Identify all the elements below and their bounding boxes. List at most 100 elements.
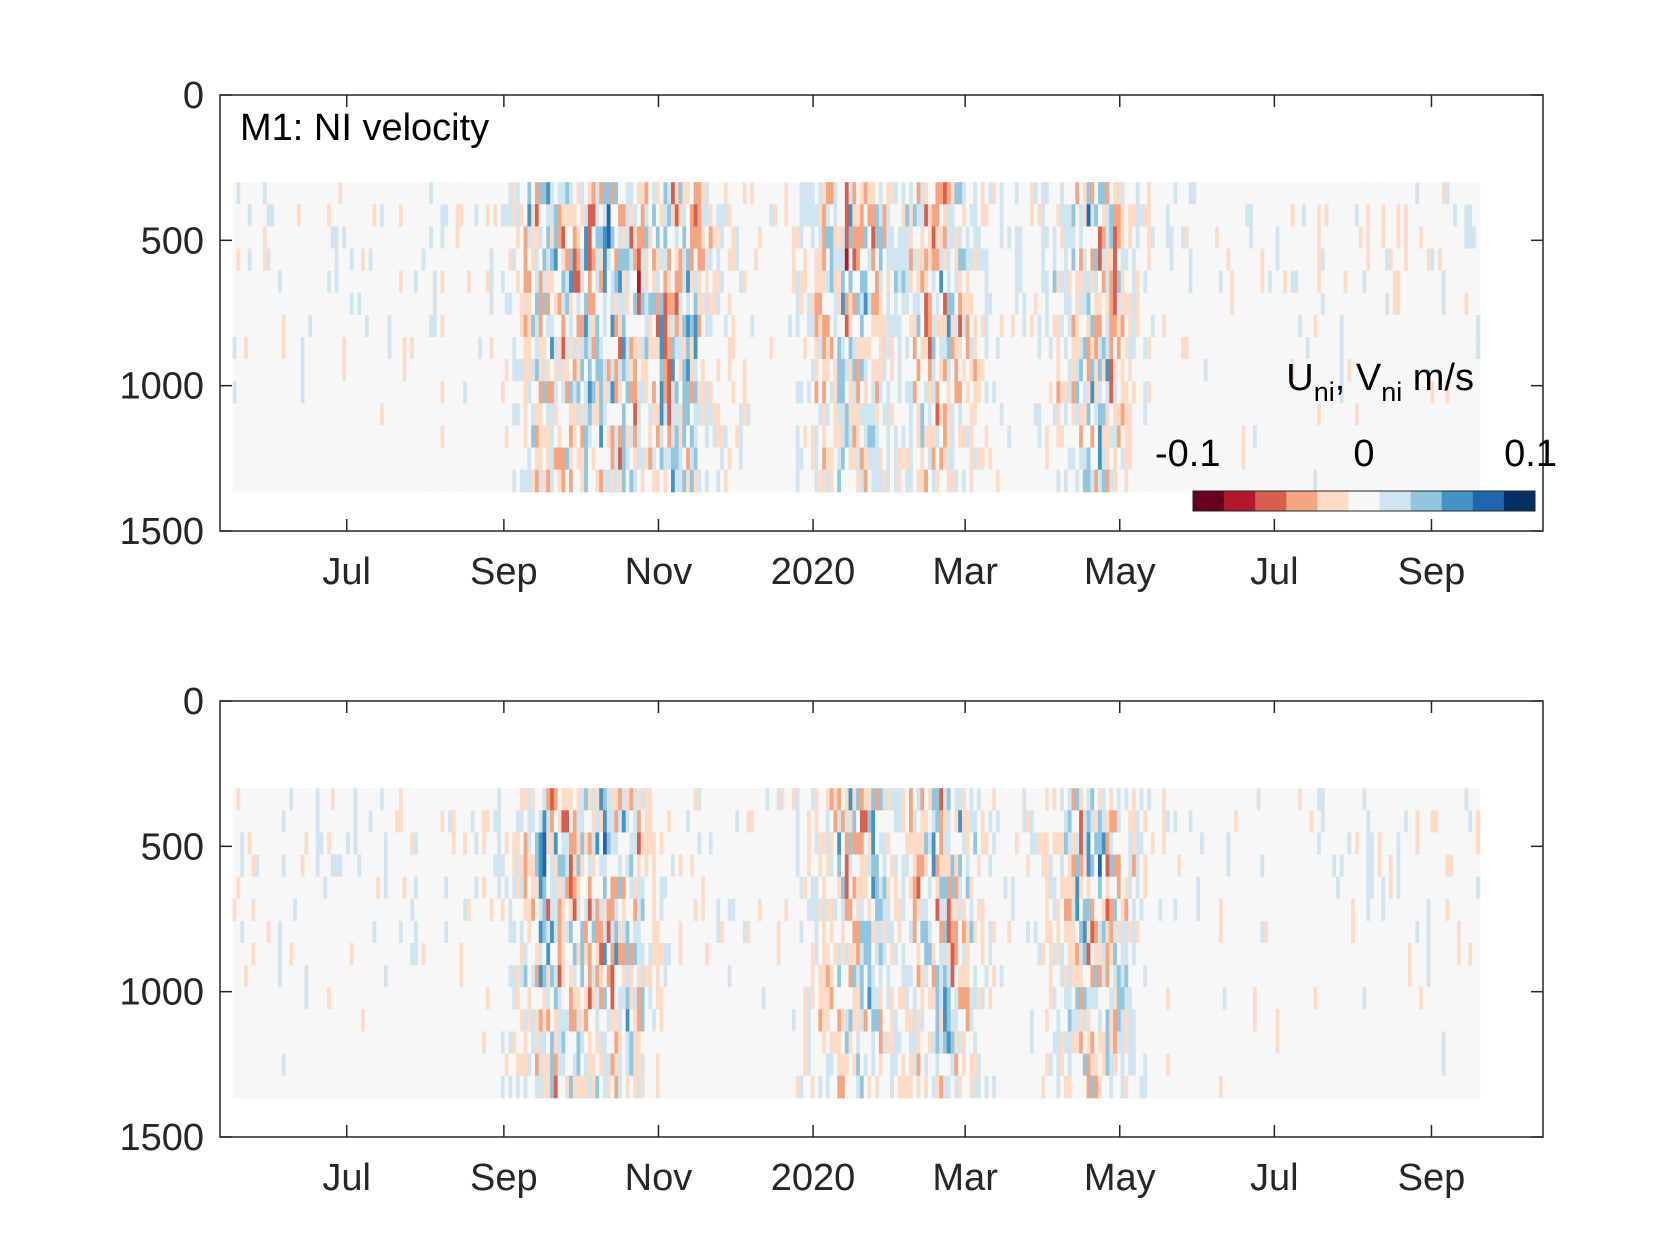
heatmap-cell (421, 447, 426, 471)
heatmap-cell (455, 248, 460, 272)
heatmap-cell (440, 182, 445, 205)
heatmap-cell (1294, 447, 1299, 471)
heatmap-cell (587, 226, 593, 250)
heatmap-cell (1271, 248, 1277, 272)
heatmap-cell (1177, 403, 1182, 427)
heatmap-cell (342, 182, 347, 205)
heatmap-cell (489, 425, 494, 449)
heatmap-cell (1007, 425, 1012, 449)
heatmap-cell (1090, 270, 1095, 294)
heatmap-cell (1332, 292, 1337, 316)
heatmap-cell (882, 248, 887, 272)
heatmap-cell (251, 1075, 256, 1099)
heatmap-cell (1173, 336, 1178, 360)
heatmap-cell (274, 898, 279, 922)
heatmap-cell (485, 469, 491, 493)
heatmap-cell (674, 292, 680, 316)
heatmap-cell (576, 359, 581, 382)
heatmap-cell (958, 182, 963, 205)
heatmap-cell (886, 469, 891, 493)
heatmap-cell (425, 182, 430, 205)
y-tick-label: 0 (183, 75, 204, 117)
heatmap-cell (448, 447, 453, 471)
heatmap-cell (1033, 381, 1039, 404)
heatmap-cell (897, 204, 903, 228)
heatmap-cell (961, 381, 967, 404)
heatmap-cell (531, 314, 536, 338)
heatmap-cell (1381, 469, 1386, 493)
heatmap-cell (750, 248, 755, 272)
heatmap-cell (504, 469, 510, 493)
heatmap-cell (1169, 248, 1175, 272)
heatmap-cell (859, 403, 865, 427)
heatmap-cell (927, 447, 933, 471)
heatmap-cell (368, 292, 374, 316)
heatmap-cell (980, 381, 986, 404)
heatmap-cell (1252, 359, 1258, 382)
heatmap-cell (636, 381, 642, 404)
heatmap-cell (1426, 425, 1432, 449)
heatmap-cell (757, 248, 763, 272)
heatmap-cell (595, 447, 600, 471)
heatmap-cell (1415, 336, 1420, 360)
heatmap-cell (1264, 336, 1269, 360)
colorbar-segment (1317, 491, 1349, 511)
heatmap-cell (757, 359, 763, 382)
heatmap-cell (1207, 270, 1212, 294)
heatmap-cell (697, 425, 702, 449)
heatmap-cell (1290, 248, 1296, 272)
heatmap-cell (1245, 403, 1250, 427)
heatmap-cell (735, 292, 740, 316)
heatmap-cell (561, 226, 566, 250)
heatmap-cell (746, 270, 751, 294)
heatmap-cell (905, 248, 910, 272)
heatmap-cell (671, 248, 676, 272)
heatmap-cell (1290, 447, 1296, 471)
heatmap-cell (436, 270, 442, 294)
heatmap-cell (852, 270, 857, 294)
colorbar-frame (1192, 490, 1536, 512)
heatmap-cell (553, 292, 559, 316)
heatmap-cell (999, 469, 1005, 493)
heatmap-cell (383, 292, 389, 316)
heatmap-cell (1264, 381, 1269, 404)
heatmap-cell (398, 425, 404, 449)
heatmap-cell (863, 248, 869, 272)
heatmap-cell (799, 336, 804, 360)
heatmap-cell (353, 359, 358, 382)
heatmap-cell (262, 1009, 268, 1033)
heatmap-cell (361, 270, 366, 294)
heatmap-cell (466, 425, 472, 449)
heatmap-cell (950, 270, 955, 294)
heatmap-cell (1181, 248, 1186, 272)
heatmap-cell (440, 469, 445, 493)
heatmap-cell (995, 204, 1001, 228)
heatmap-cell (1135, 359, 1141, 382)
heatmap-cell (1366, 314, 1371, 338)
heatmap-cell (1105, 314, 1110, 338)
heatmap-cell (1109, 447, 1114, 471)
heatmap-cell (1396, 359, 1401, 382)
heatmap-cell (1079, 204, 1084, 228)
heatmap-cell (308, 810, 313, 834)
heatmap-cell (312, 403, 317, 427)
heatmap-cell (255, 965, 260, 988)
heatmap-cell (293, 248, 298, 272)
heatmap-cell (655, 182, 661, 205)
heatmap-cell (440, 270, 445, 294)
heatmap-cell (285, 1075, 290, 1099)
heatmap-cell (1128, 447, 1133, 471)
heatmap-cell (516, 336, 521, 360)
heatmap-cell (312, 987, 317, 1010)
heatmap-cell (244, 1075, 249, 1099)
heatmap-cell (1339, 314, 1345, 338)
heatmap-cell (863, 226, 869, 250)
heatmap-cell (1147, 425, 1152, 449)
heatmap-cell (621, 270, 627, 294)
heatmap-cell (296, 204, 302, 228)
heatmap-cell (1222, 248, 1228, 272)
heatmap-cell (1347, 403, 1352, 427)
heatmap-cell (893, 226, 899, 250)
heatmap-cell (444, 270, 449, 294)
heatmap-cell (417, 248, 423, 272)
